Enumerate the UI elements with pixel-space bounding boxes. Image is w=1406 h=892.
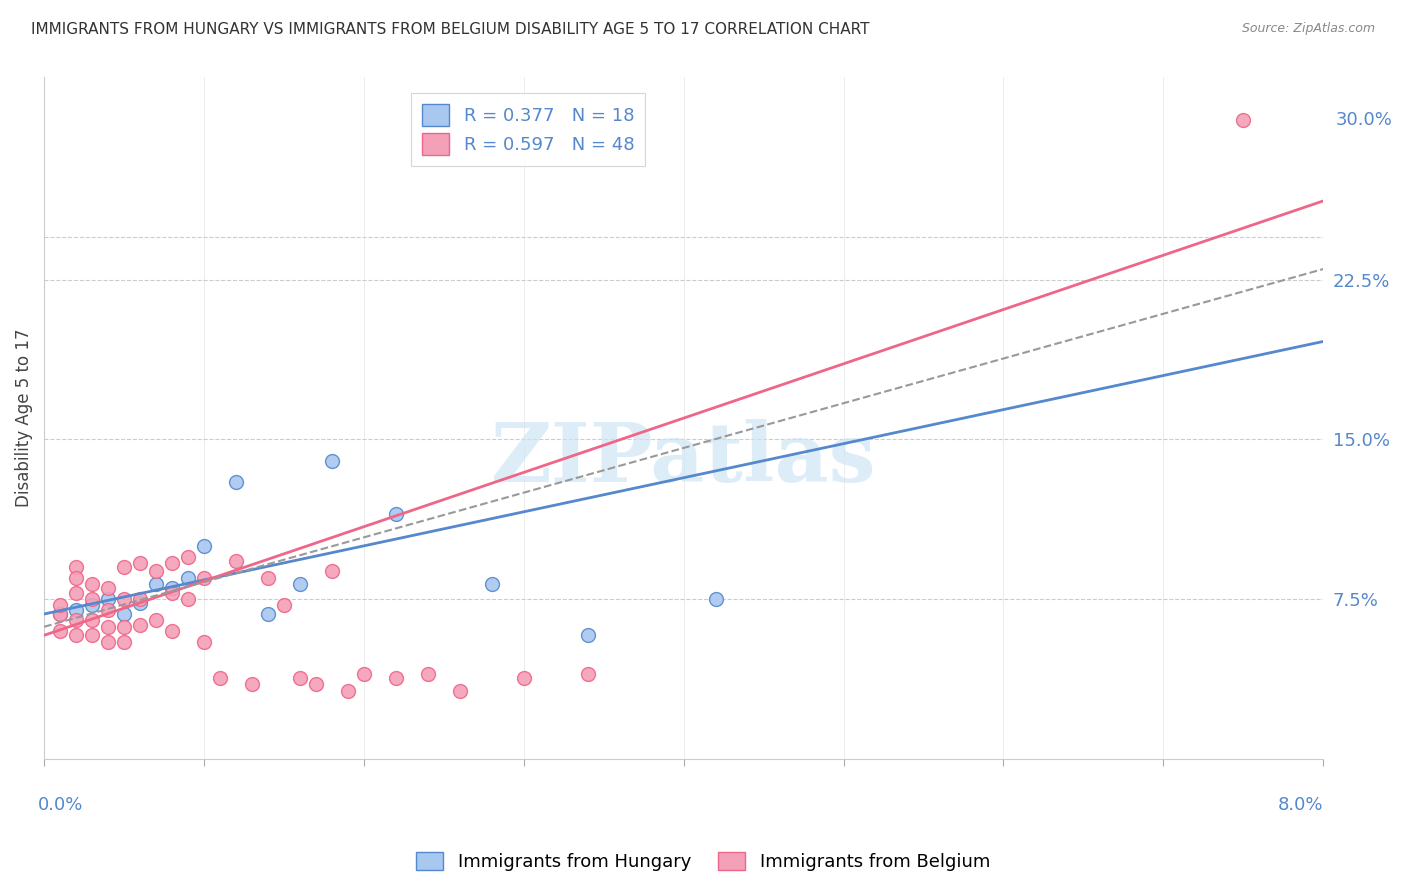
Text: IMMIGRANTS FROM HUNGARY VS IMMIGRANTS FROM BELGIUM DISABILITY AGE 5 TO 17 CORREL: IMMIGRANTS FROM HUNGARY VS IMMIGRANTS FR… [31,22,869,37]
Point [49,599,72,613]
Point [80,577,103,591]
Point [208,671,231,685]
Point [273,599,295,613]
Point [1232,113,1254,128]
Point [257,607,280,621]
Text: 0.0%: 0.0% [38,797,83,814]
Point [65,628,87,642]
Point [49,624,72,638]
Point [353,666,375,681]
Point [288,577,311,591]
Point [225,475,247,489]
Point [80,628,103,642]
Point [129,596,152,610]
Point [336,683,359,698]
Y-axis label: Disability Age 5 to 17: Disability Age 5 to 17 [15,329,32,508]
Point [225,554,247,568]
Point [576,628,599,642]
Text: Source: ZipAtlas.com: Source: ZipAtlas.com [1241,22,1375,36]
Point [416,666,439,681]
Point [49,607,72,621]
Point [513,671,536,685]
Point [257,571,280,585]
Point [65,571,87,585]
Point [49,607,72,621]
Point [193,539,215,553]
Point [80,599,103,613]
Point [321,453,343,467]
Point [129,617,152,632]
Text: 30.0%: 30.0% [1336,111,1393,129]
Point [97,592,120,607]
Point [576,666,599,681]
Point [704,592,727,607]
Point [65,603,87,617]
Point [65,585,87,599]
Point [112,592,135,607]
Point [321,565,343,579]
Point [177,592,200,607]
Point [65,560,87,574]
Point [112,560,135,574]
Point [97,620,120,634]
Point [160,585,183,599]
Point [177,549,200,564]
Point [193,634,215,648]
Point [481,577,503,591]
Point [129,592,152,607]
Point [112,620,135,634]
Legend: Immigrants from Hungary, Immigrants from Belgium: Immigrants from Hungary, Immigrants from… [409,845,997,879]
Point [97,582,120,596]
Point [97,634,120,648]
Point [160,624,183,638]
Point [145,565,167,579]
Point [385,507,408,521]
Point [177,571,200,585]
Point [129,556,152,570]
Point [305,677,328,691]
Point [80,613,103,627]
Point [449,683,471,698]
Point [193,571,215,585]
Point [145,613,167,627]
Point [240,677,263,691]
Point [97,603,120,617]
Point [112,634,135,648]
Text: ZIPatlas: ZIPatlas [491,419,876,499]
Point [65,613,87,627]
Point [160,582,183,596]
Point [288,671,311,685]
Legend: R = 0.377   N = 18, R = 0.597   N = 48: R = 0.377 N = 18, R = 0.597 N = 48 [412,94,645,166]
Point [112,607,135,621]
Point [145,577,167,591]
Point [160,556,183,570]
Text: 8.0%: 8.0% [1278,797,1323,814]
Point [385,671,408,685]
Point [80,592,103,607]
